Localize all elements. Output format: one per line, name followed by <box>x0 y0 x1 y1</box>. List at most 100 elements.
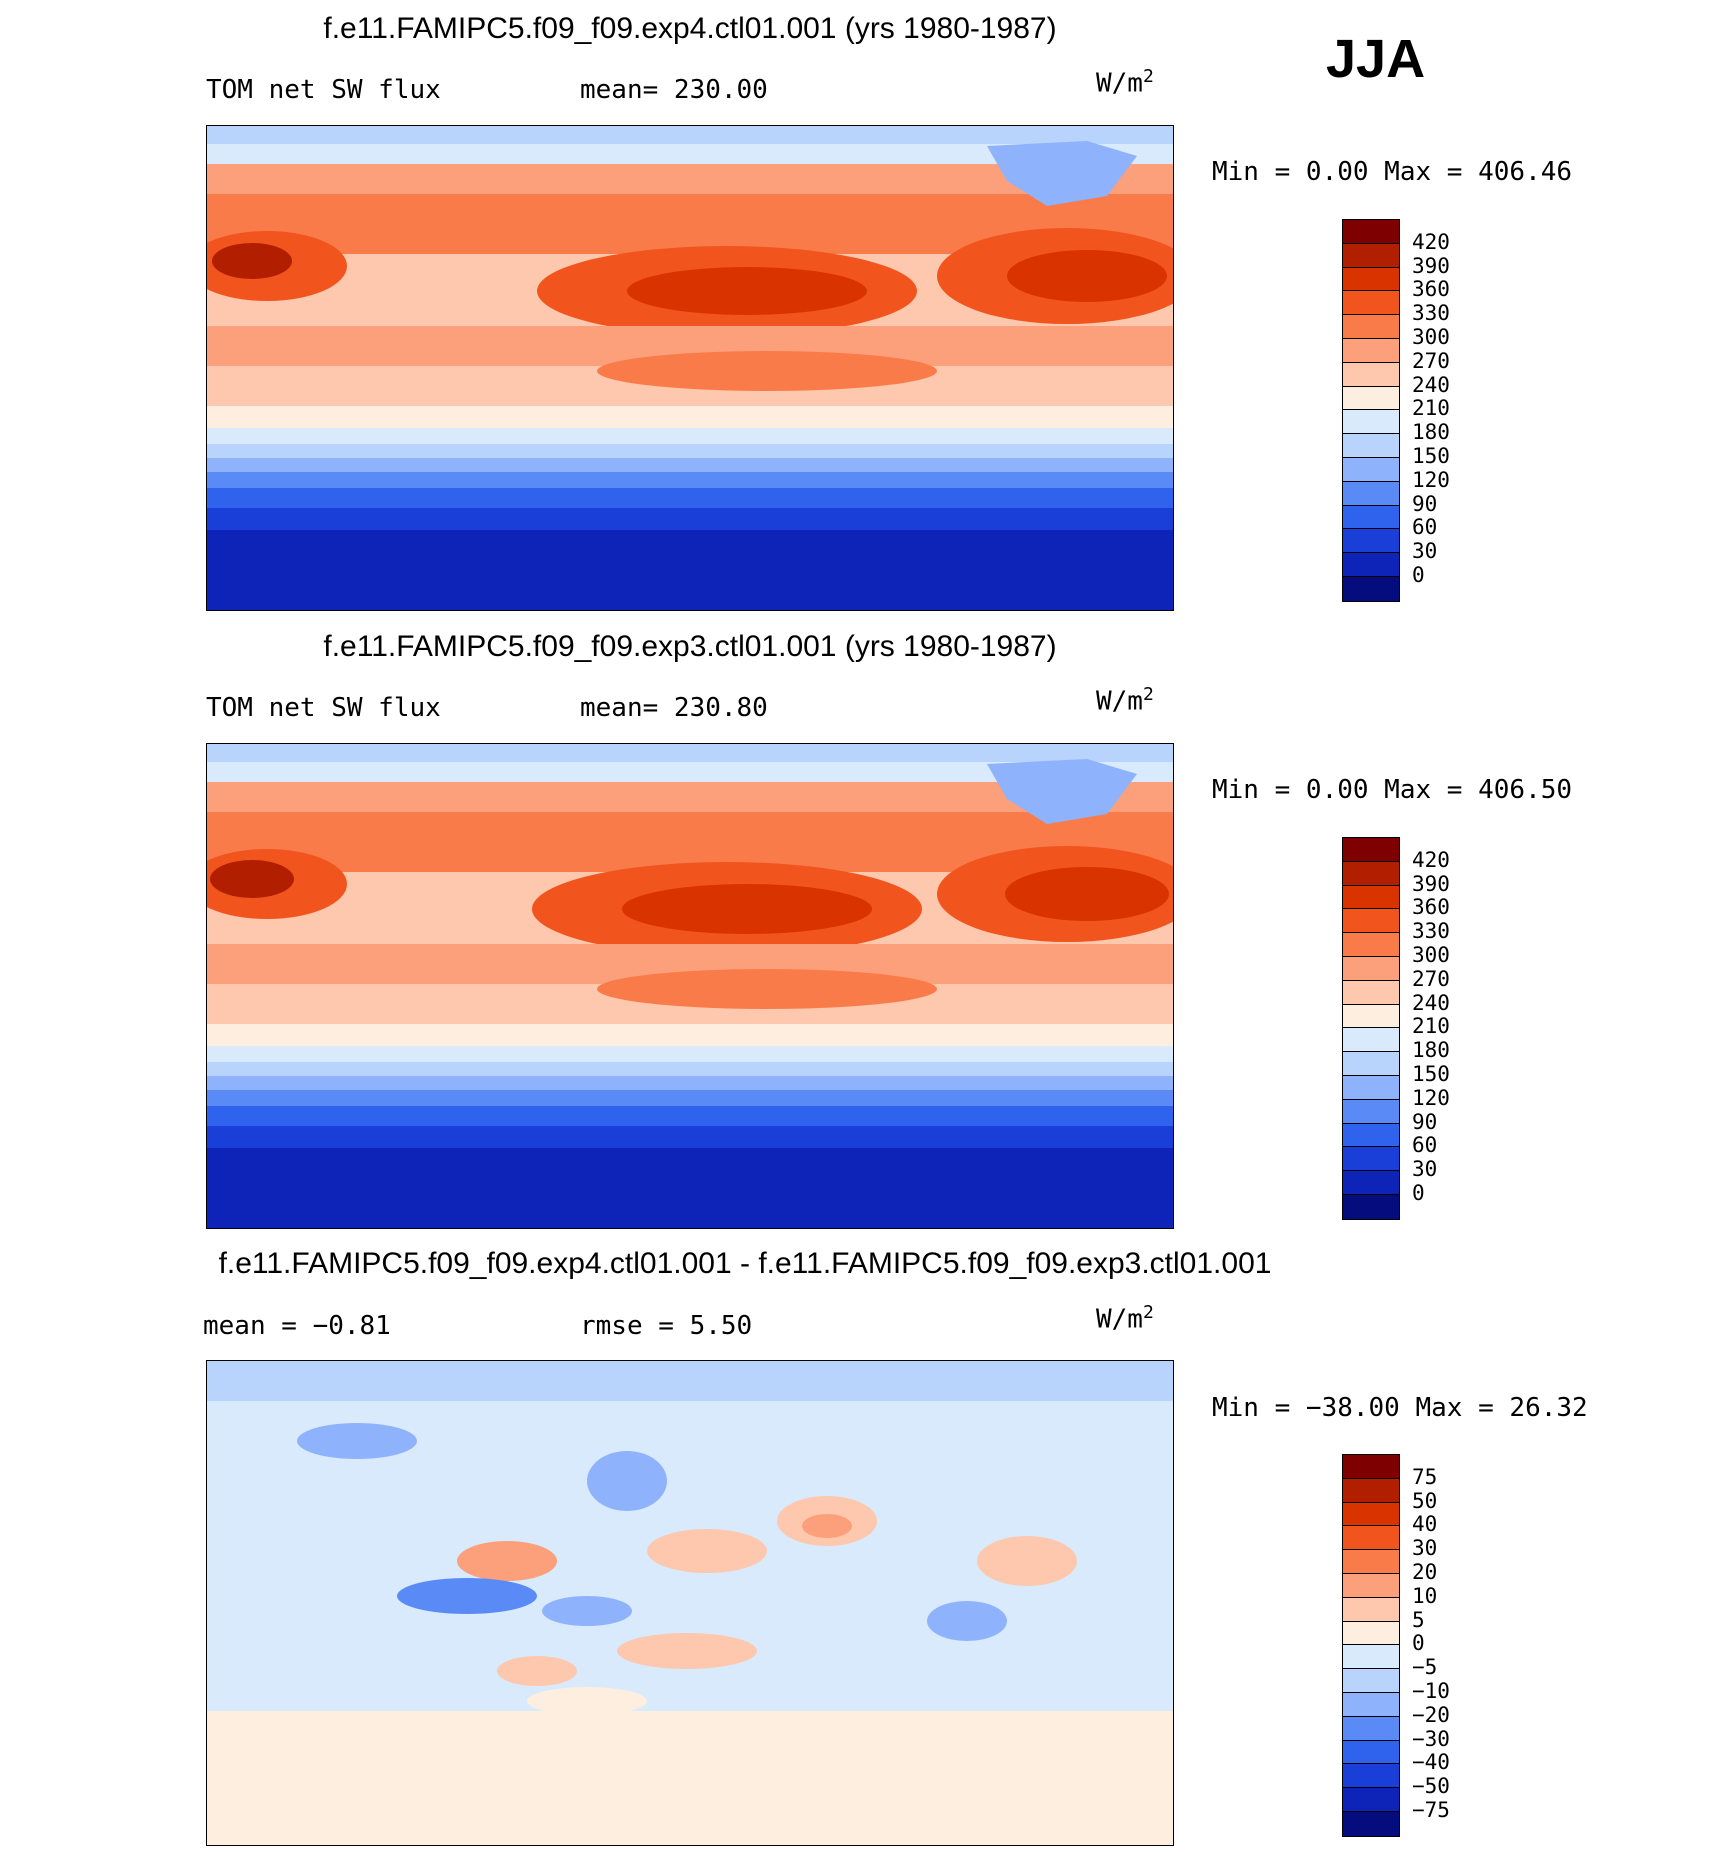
colorbar-tick-label: 300 <box>1412 943 1450 967</box>
colorbar-tick-label: −75 <box>1412 1798 1450 1822</box>
colorbar-swatch <box>1343 1052 1399 1076</box>
colorbar-swatch <box>1343 1716 1399 1741</box>
colorbar-swatch <box>1343 434 1399 458</box>
colorbar-tick-label: −30 <box>1412 1726 1450 1751</box>
colorbar-tick-label: 420 <box>1412 229 1450 254</box>
colorbar-tick-label: 270 <box>1412 966 1450 991</box>
colorbar-swatch <box>1343 1669 1399 1693</box>
colorbar-tick-label: 210 <box>1412 1014 1450 1039</box>
colorbar-tick-label: 180 <box>1412 420 1450 445</box>
colorbar-tick-label: 240 <box>1412 990 1450 1015</box>
colorbar-swatch <box>1343 529 1399 554</box>
colorbar-swatch <box>1343 1123 1399 1148</box>
panel2-map <box>206 743 1174 1229</box>
colorbar-swatch <box>1343 1028 1399 1053</box>
season-label: JJA <box>1326 29 1426 89</box>
colorbar-swatch <box>1343 576 1399 601</box>
colorbar-swatch <box>1343 1075 1399 1100</box>
panel3-title: f.e11.FAMIPC5.f09_f09.exp4.ctl01.001 - f… <box>218 1247 1272 1280</box>
colorbar-tick-label: 20 <box>1412 1560 1438 1584</box>
colorbar-swatch <box>1343 220 1399 244</box>
panel1-min-max: Min = 0.00 Max = 406.46 <box>1212 157 1573 187</box>
colorbar-swatch <box>1343 861 1399 886</box>
colorbar-swatch <box>1343 481 1399 506</box>
colorbar-swatch <box>1343 410 1399 435</box>
colorbar-swatch <box>1343 1099 1399 1124</box>
colorbar-swatch <box>1343 291 1399 316</box>
colorbar-tick-label: 150 <box>1412 1062 1450 1086</box>
colorbar-swatch <box>1343 1550 1399 1574</box>
colorbar-swatch <box>1343 956 1399 981</box>
colorbar-tick-label: 180 <box>1412 1038 1450 1063</box>
colorbar-tick-label: 300 <box>1412 325 1450 349</box>
colorbar-tick-label: −20 <box>1412 1702 1450 1727</box>
colorbar-tick-label: 120 <box>1412 467 1450 492</box>
colorbar-tick-label: 40 <box>1412 1512 1438 1537</box>
colorbar-tick-label: −10 <box>1412 1679 1450 1703</box>
panel1-variable-label: TOM net SW flux <box>206 75 441 105</box>
colorbar-tick-label: 30 <box>1412 1157 1438 1182</box>
colorbar-swatch <box>1343 1573 1399 1598</box>
colorbar-tick-label: 390 <box>1412 253 1450 278</box>
colorbar-tick-label: −40 <box>1412 1750 1450 1775</box>
panel1-units: W/m2 <box>1096 66 1154 99</box>
panel2-min-max: Min = 0.00 Max = 406.50 <box>1212 775 1573 805</box>
colorbar-tick-label: 420 <box>1412 847 1450 872</box>
colorbar-tick-label: −5 <box>1412 1655 1438 1680</box>
colorbar-tick-label: 0 <box>1412 1181 1425 1205</box>
panel3-colorbar <box>1342 1454 1400 1837</box>
colorbar-swatch <box>1343 1171 1399 1195</box>
colorbar-swatch <box>1343 505 1399 530</box>
colorbar-tick-label: 240 <box>1412 372 1450 397</box>
panel3-rmse-label: rmse = 5.50 <box>580 1311 753 1341</box>
colorbar-tick-label: 50 <box>1412 1488 1438 1513</box>
colorbar-tick-label: 390 <box>1412 871 1450 896</box>
colorbar-swatch <box>1343 338 1399 363</box>
panel3-units: W/m2 <box>1096 1302 1154 1335</box>
colorbar-tick-label: 60 <box>1412 515 1438 540</box>
colorbar-swatch <box>1343 1645 1399 1670</box>
panel2-mean-label: mean= 230.80 <box>580 693 768 723</box>
colorbar-tick-label: 330 <box>1412 301 1450 326</box>
colorbar-tick-label: 120 <box>1412 1085 1450 1110</box>
colorbar-tick-label: 0 <box>1412 1631 1425 1656</box>
colorbar-swatch <box>1343 553 1399 577</box>
colorbar-swatch <box>1343 1621 1399 1646</box>
panel3-mean-label: mean = −0.81 <box>203 1311 391 1341</box>
colorbar-swatch <box>1343 838 1399 862</box>
panel1-map-field <box>207 126 1173 610</box>
colorbar-swatch <box>1343 1526 1399 1551</box>
colorbar-swatch <box>1343 1478 1399 1503</box>
colorbar-swatch <box>1343 315 1399 339</box>
colorbar-swatch <box>1343 386 1399 411</box>
colorbar-swatch <box>1343 885 1399 910</box>
colorbar-swatch <box>1343 1764 1399 1789</box>
colorbar-swatch <box>1343 1740 1399 1765</box>
colorbar-tick-label: 10 <box>1412 1583 1438 1608</box>
colorbar-swatch <box>1343 243 1399 268</box>
colorbar-swatch <box>1343 1194 1399 1219</box>
colorbar-swatch <box>1343 1811 1399 1836</box>
colorbar-tick-label: 0 <box>1412 563 1425 587</box>
colorbar-tick-label: 150 <box>1412 444 1450 468</box>
colorbar-tick-label: 5 <box>1412 1607 1425 1632</box>
panel2-title: f.e11.FAMIPC5.f09_f09.exp3.ctl01.001 (yr… <box>323 630 1057 663</box>
colorbar-tick-label: 30 <box>1412 1536 1438 1561</box>
panel2-colorbar <box>1342 837 1400 1220</box>
colorbar-swatch <box>1343 362 1399 387</box>
colorbar-swatch <box>1343 1692 1399 1717</box>
colorbar-swatch <box>1343 457 1399 482</box>
colorbar-swatch <box>1343 1597 1399 1622</box>
colorbar-tick-label: 90 <box>1412 491 1438 516</box>
colorbar-swatch <box>1343 1455 1399 1479</box>
colorbar-tick-label: 60 <box>1412 1133 1438 1158</box>
colorbar-tick-label: 270 <box>1412 348 1450 373</box>
panel3-map <box>206 1360 1174 1846</box>
colorbar-swatch <box>1343 267 1399 292</box>
colorbar-swatch <box>1343 1147 1399 1172</box>
panel1-title: f.e11.FAMIPC5.f09_f09.exp4.ctl01.001 (yr… <box>323 12 1057 45</box>
panel1-map <box>206 125 1174 611</box>
colorbar-swatch <box>1343 1502 1399 1527</box>
colorbar-tick-label: 75 <box>1412 1464 1438 1489</box>
colorbar-swatch <box>1343 1788 1399 1812</box>
